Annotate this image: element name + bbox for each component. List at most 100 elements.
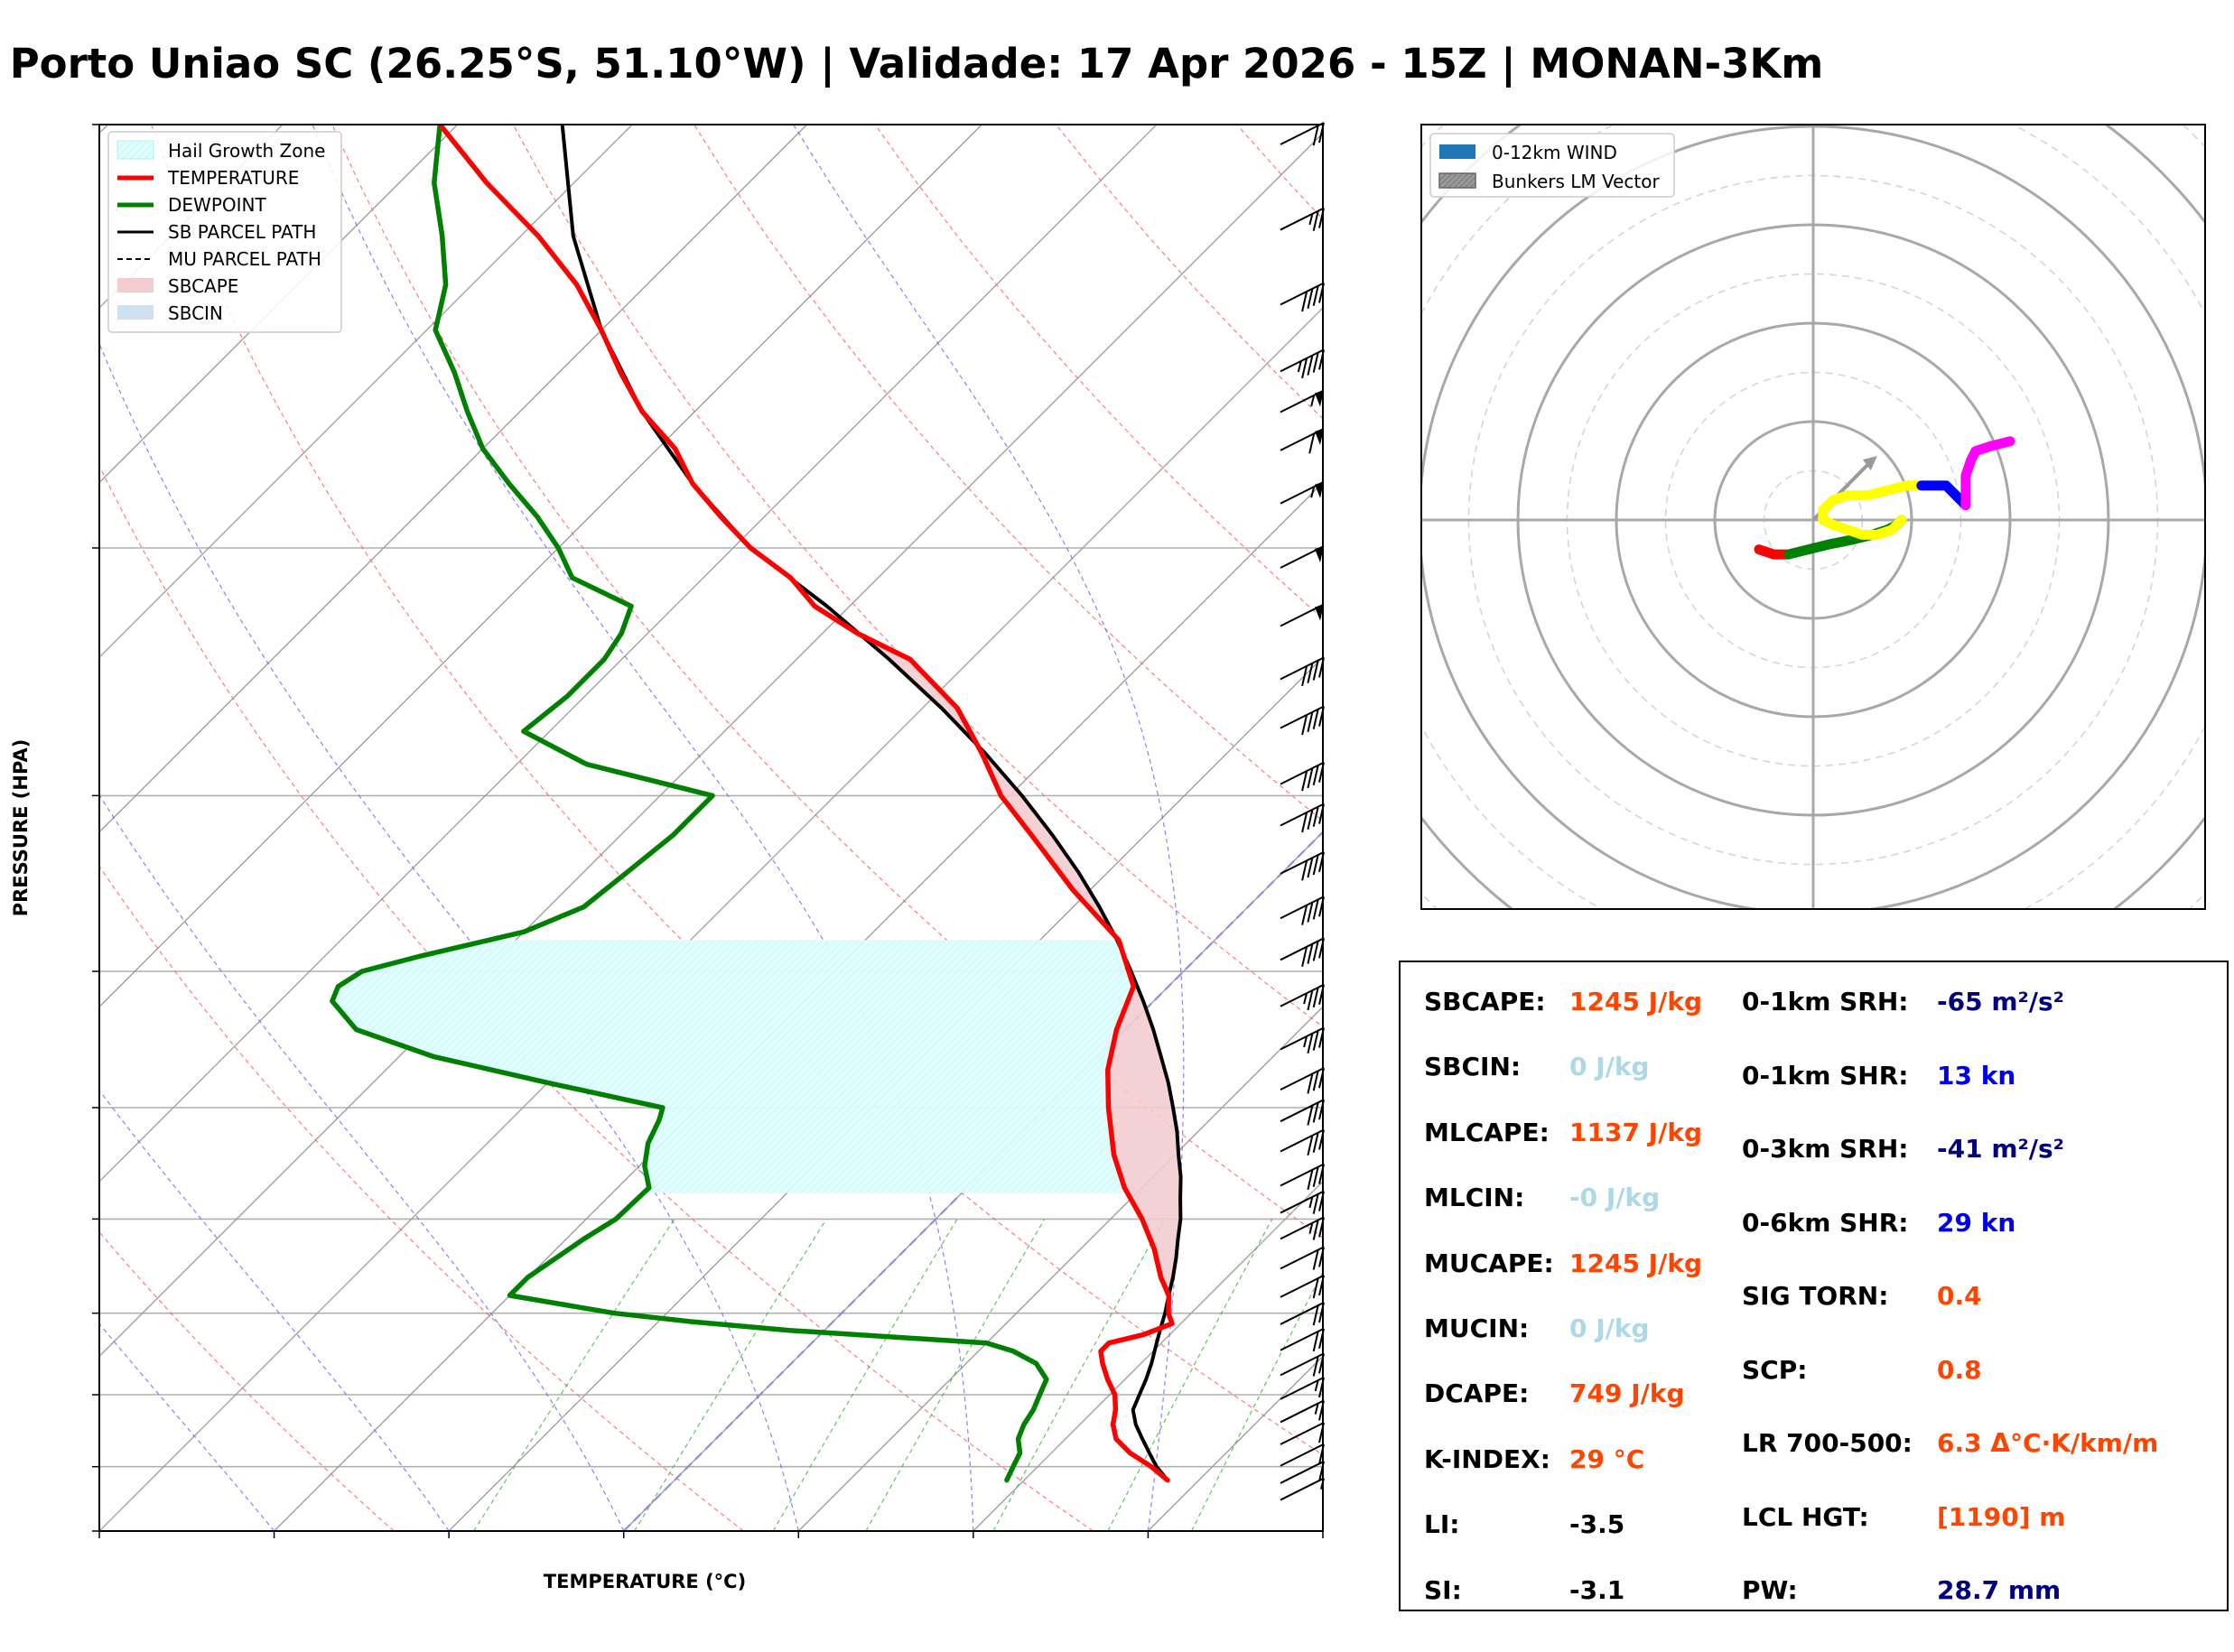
barb-full xyxy=(1312,1304,1319,1326)
legend-dewpoint: DEWPOINT xyxy=(168,194,266,216)
dry-adiabat xyxy=(99,1230,395,1531)
barb-staff xyxy=(1280,1461,1325,1484)
barb-half xyxy=(1310,486,1316,498)
hodograph-segment xyxy=(1960,436,2015,511)
barb-full xyxy=(1318,1067,1325,1089)
barb-full xyxy=(1312,987,1319,1008)
barb-full xyxy=(1318,208,1325,228)
param-label-left: SI: xyxy=(1424,1574,1462,1605)
barb-full xyxy=(1318,851,1325,873)
barb-full xyxy=(1312,352,1319,373)
param-label-right: SCP: xyxy=(1742,1354,1808,1385)
mixing-ratio-line xyxy=(865,1219,1046,1531)
y-axis-label: PRESSURE (HPA) xyxy=(10,739,32,917)
param-label-left: MLCAPE: xyxy=(1424,1117,1550,1147)
barb-half xyxy=(1314,1379,1319,1392)
hodograph-legend: 0-12km WIND Bunkers LM Vector xyxy=(1429,133,1675,198)
param-value-right: 6.3 Δ°C·K/km/m xyxy=(1937,1428,2159,1458)
param-label-left: MUCIN: xyxy=(1424,1313,1530,1343)
barb-full xyxy=(1312,1102,1319,1123)
barb-half xyxy=(1303,1035,1308,1048)
isotherm xyxy=(797,1006,1323,1531)
barb-full xyxy=(1307,288,1314,310)
barb-full xyxy=(1307,809,1314,831)
barb-staff xyxy=(1280,896,1325,920)
barb-full xyxy=(1312,1331,1319,1352)
barb-staff xyxy=(1280,850,1325,875)
barb-full xyxy=(1318,349,1325,370)
barb-staff xyxy=(1280,207,1325,231)
param-value-left: -0 J/kg xyxy=(1569,1183,1661,1213)
barb-staff xyxy=(1280,122,1325,145)
param-value-left: 29 °C xyxy=(1569,1443,1645,1474)
barb-full xyxy=(1318,1302,1325,1323)
param-value-right: 28.7 mm xyxy=(1937,1575,2062,1605)
x-axis-label: TEMPERATURE (°C) xyxy=(544,1571,746,1592)
wind-barb xyxy=(1280,1376,1325,1400)
barb-full xyxy=(1312,709,1319,729)
barb-full xyxy=(1312,1277,1319,1299)
param-label-right: SIG TORN: xyxy=(1742,1281,1889,1311)
param-label-left: LI: xyxy=(1424,1509,1460,1540)
legend-swatch-lm xyxy=(1438,172,1476,189)
dry-adiabat xyxy=(99,865,744,1531)
barb-half xyxy=(1314,1403,1319,1415)
barb-full xyxy=(1301,770,1308,792)
barb-full xyxy=(1312,1249,1319,1270)
legend-wind: 0-12km WIND xyxy=(1492,142,1617,163)
moist-adiabat xyxy=(312,125,974,1531)
barb-full xyxy=(1307,1105,1314,1126)
wind-barb xyxy=(1280,603,1325,627)
barb-full xyxy=(1312,1193,1319,1214)
moist-adiabat xyxy=(99,342,799,1531)
isotherm xyxy=(99,307,1323,1531)
barb-staff xyxy=(1280,1477,1325,1501)
wind-barb xyxy=(1280,1443,1325,1467)
wind-barb xyxy=(1280,1128,1325,1156)
param-value-right: 13 kn xyxy=(1937,1060,2016,1091)
param-value-right: -41 m²/s² xyxy=(1937,1134,2064,1164)
dry-adiabat xyxy=(693,125,1323,822)
barb-full xyxy=(1318,938,1325,959)
param-value-left: 0 J/kg xyxy=(1569,1313,1650,1343)
barb-full xyxy=(1318,1328,1325,1349)
isotherm xyxy=(623,831,1323,1531)
wind-barb xyxy=(1280,896,1325,925)
wind-barb xyxy=(1280,1190,1325,1214)
barb-full xyxy=(1307,1033,1314,1054)
parameters-panel: SBCAPE: 1245 J/kg SBCIN: 0 J/kg MLCAPE: 1137 … xyxy=(1399,961,2229,1611)
wind-barb xyxy=(1280,1352,1325,1377)
barb-staff xyxy=(1280,1352,1325,1377)
barb-full xyxy=(1318,1400,1325,1421)
skewt-legend: Hail Growth Zone TEMPERATURE DEWPOINT SB… xyxy=(107,131,342,333)
barb-full xyxy=(1318,1099,1325,1120)
barb-full xyxy=(1318,1461,1325,1482)
barb-full xyxy=(1318,1027,1325,1048)
barb-staff xyxy=(1280,1128,1325,1153)
mixing-ratio-line xyxy=(634,1219,827,1531)
param-value-right: 0.4 xyxy=(1937,1281,1982,1311)
barb-full xyxy=(1318,122,1325,144)
wind-barb xyxy=(1280,803,1325,833)
barb-full xyxy=(1318,1164,1325,1184)
barb-staff xyxy=(1280,282,1325,306)
barb-full xyxy=(1307,711,1314,733)
param-value-left: 0 J/kg xyxy=(1569,1052,1650,1082)
barb-staff xyxy=(1280,983,1325,1007)
barb-half xyxy=(1310,394,1316,407)
wind-barb xyxy=(1280,761,1325,792)
wind-barb xyxy=(1280,122,1325,146)
param-value-right: 29 kn xyxy=(1937,1207,2016,1238)
param-label-right: LCL HGT: xyxy=(1742,1501,1869,1532)
skewt-profiles xyxy=(330,125,1183,1483)
param-label-right: 0-3km SRH: xyxy=(1742,1134,1909,1164)
barb-full xyxy=(1301,860,1308,881)
barb-full xyxy=(1307,767,1314,789)
param-label-right: LR 700-500: xyxy=(1742,1428,1913,1458)
wind-barb xyxy=(1280,1274,1325,1299)
hodograph-frame xyxy=(1420,124,2206,910)
barb-full xyxy=(1312,1356,1319,1377)
barb-staff xyxy=(1280,1067,1325,1091)
wind-barb xyxy=(1280,348,1325,379)
